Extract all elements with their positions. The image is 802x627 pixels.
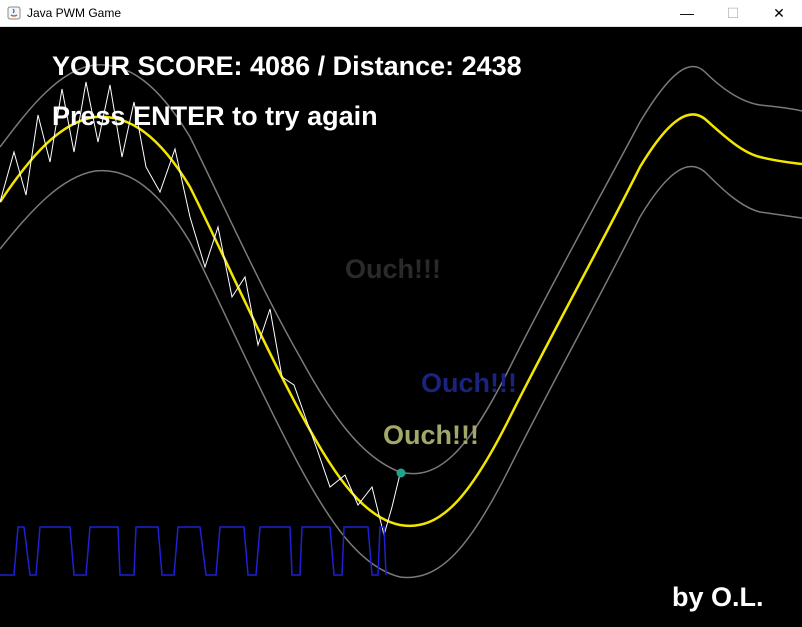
player-dot (396, 468, 406, 478)
maximize-icon: ☐ (726, 4, 740, 21)
score-text: YOUR SCORE: 4086 / Distance: 2438 (52, 51, 522, 81)
ouch-message-blue: Ouch!!! (421, 368, 517, 398)
minimize-icon: — (680, 5, 694, 21)
close-icon: ✕ (773, 4, 785, 21)
close-button[interactable]: ✕ (756, 0, 802, 26)
player-trail (0, 81, 401, 537)
minimize-button[interactable]: — (664, 0, 710, 26)
title-bar[interactable]: Java PWM Game — ☐ ✕ (0, 0, 802, 27)
upper-boundary-line (0, 64, 802, 475)
window-title: Java PWM Game (27, 6, 122, 20)
game-canvas[interactable]: YOUR SCORE: 4086 / Distance: 2438 Press … (0, 27, 802, 627)
author-credit: by O.L. (672, 582, 764, 612)
java-app-icon (7, 6, 21, 20)
target-path-line (0, 113, 802, 528)
restart-prompt: Press ENTER to try again (52, 101, 378, 131)
ouch-message-olive: Ouch!!! (383, 420, 479, 450)
ouch-message-faded: Ouch!!! (345, 254, 441, 284)
lower-boundary-line (0, 165, 802, 579)
pwm-signal-trace (0, 526, 387, 576)
maximize-button[interactable]: ☐ (710, 0, 756, 26)
